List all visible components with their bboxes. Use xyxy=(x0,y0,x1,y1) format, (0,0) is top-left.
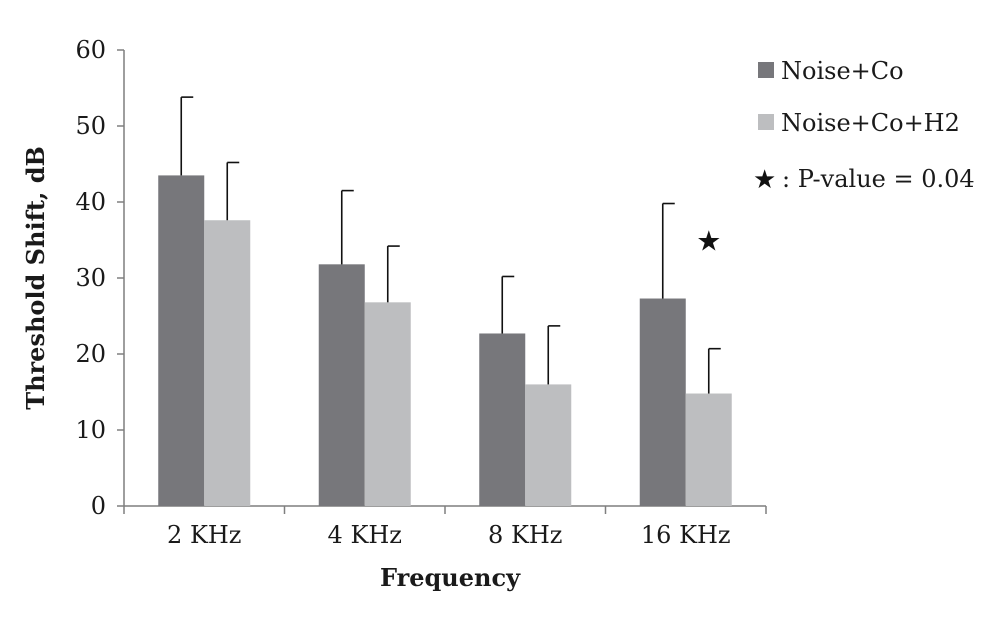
legend-label-noise-co-h2: Noise+Co+H2 xyxy=(781,109,960,137)
bar xyxy=(364,302,411,506)
bar xyxy=(158,175,205,506)
x-tick-label: 8 KHz xyxy=(488,521,562,549)
x-tick-label: 2 KHz xyxy=(167,521,241,549)
y-tick-label: 40 xyxy=(75,188,106,216)
y-ticks: 0 10 20 30 40 50 60 xyxy=(75,36,124,520)
significance-star-icon: ★ xyxy=(696,225,721,258)
bar xyxy=(685,393,732,506)
y-axis-title: Threshold Shift, dB xyxy=(21,146,50,410)
y-tick-label: 60 xyxy=(75,36,106,64)
x-tick-label: 4 KHz xyxy=(328,521,402,549)
legend-swatch-noise-co xyxy=(758,62,774,78)
x-tick-label: 16 KHz xyxy=(641,521,731,549)
bars xyxy=(158,175,732,507)
legend-star-icon: ★ xyxy=(753,165,776,195)
legend-label-noise-co: Noise+Co xyxy=(781,57,904,85)
y-tick-label: 20 xyxy=(75,340,106,368)
bar xyxy=(525,384,572,506)
y-tick-label: 30 xyxy=(75,264,106,292)
legend-p-value-label: : P-value = 0.04 xyxy=(782,165,975,193)
bar xyxy=(204,220,251,507)
bar xyxy=(479,333,526,506)
y-tick-label: 0 xyxy=(91,492,106,520)
bar xyxy=(639,298,686,506)
x-axis-title: Frequency xyxy=(380,563,521,592)
bar xyxy=(318,264,365,506)
y-tick-label: 50 xyxy=(75,112,106,140)
legend: Noise+Co Noise+Co+H2 ★ : P-value = 0.04 xyxy=(753,57,975,195)
legend-swatch-noise-co-h2 xyxy=(758,114,774,130)
x-ticks: 2 KHz 4 KHz 8 KHz 16 KHz xyxy=(123,506,767,549)
error-bars xyxy=(180,96,721,394)
y-tick-label: 10 xyxy=(75,416,106,444)
